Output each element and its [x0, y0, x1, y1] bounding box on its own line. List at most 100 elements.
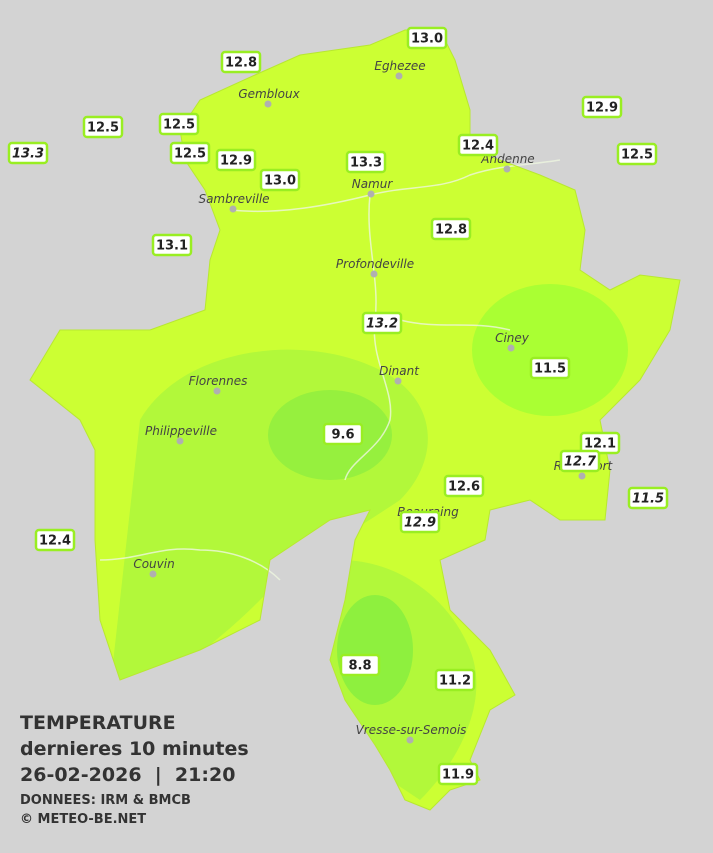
place-name: Profondeville [336, 257, 414, 271]
station: 12.9 [581, 95, 623, 119]
station-value: 13.3 [350, 156, 382, 171]
station-box [361, 311, 403, 335]
station-box [34, 528, 76, 552]
caption-copyright: © METEO-BE.NET [20, 812, 146, 827]
caption-subtitle: dernieres 10 minutes [20, 738, 249, 760]
place-dot [406, 736, 414, 744]
place-name: Ciney [495, 331, 530, 345]
rivers [99, 159, 561, 581]
station-value: 12.4 [462, 139, 494, 154]
caption-title: TEMPERATURE [20, 712, 176, 734]
station-value: 11.5 [534, 362, 566, 377]
station: 12.8 [430, 217, 472, 241]
station: 11.5 [627, 486, 669, 510]
station-value: 8.8 [348, 659, 371, 674]
station-box [345, 150, 387, 174]
station-box [215, 148, 257, 172]
station: 13.3 [7, 141, 49, 165]
place-name: Eghezee [374, 59, 425, 73]
place-name: Philippeville [145, 424, 217, 438]
place-dot [213, 387, 221, 395]
station-box [437, 762, 479, 786]
place-dot [367, 190, 375, 198]
station-value: 9.6 [331, 428, 354, 443]
station: 8.8 [339, 653, 381, 677]
station: 13.1 [151, 233, 193, 257]
stations: 13.0 12.8 12.9 12.5 12.5 13.3 12.5 12.9 12.4 12.5… [7, 26, 669, 786]
station-box [627, 486, 669, 510]
place-name: Couvin [133, 557, 174, 571]
station-value: 13.0 [264, 174, 296, 189]
station: 13.0 [406, 26, 448, 50]
station: 12.9 [215, 148, 257, 172]
station-box [559, 449, 601, 473]
station-box [339, 653, 381, 677]
place-dot [578, 472, 586, 480]
station-box [457, 133, 499, 157]
station: 13.2 [361, 311, 403, 335]
station-value: 11.2 [439, 674, 471, 689]
station: 12.5 [82, 115, 124, 139]
station-box [259, 168, 301, 192]
station-box [443, 474, 485, 498]
caption: TEMPERATURE dernieres 10 minutes 26-02-2… [20, 712, 249, 827]
station: 11.5 [529, 356, 571, 380]
station-box [169, 141, 211, 165]
place-name: Gembloux [238, 87, 300, 101]
station-box [581, 95, 623, 119]
caption-datetime: 26-02-2026 | 21:20 [20, 764, 235, 786]
station-box [529, 356, 571, 380]
place-name: Florennes [189, 374, 248, 388]
place-dot [264, 100, 272, 108]
station: 12.4 [457, 133, 499, 157]
place-dot [229, 205, 237, 213]
place-dot [395, 72, 403, 80]
place-name: Vresse-sur-Semois [356, 723, 467, 737]
station-value: 11.9 [442, 768, 474, 783]
station: 12.1 [579, 431, 621, 455]
station-value: 12.9 [220, 154, 252, 169]
station-box [406, 26, 448, 50]
station-box [158, 112, 200, 136]
station-box [7, 141, 49, 165]
station: 12.7 [559, 449, 601, 473]
station: 9.6 [322, 422, 364, 446]
station-value: 13.0 [411, 32, 443, 47]
station-value: 13.1 [156, 239, 188, 254]
station-box [430, 217, 472, 241]
station-box [434, 668, 476, 692]
station-value: 12.8 [435, 223, 467, 238]
station-value: 13.2 [366, 317, 398, 332]
station: 12.4 [34, 528, 76, 552]
station: 11.9 [437, 762, 479, 786]
station-value: 11.5 [632, 492, 664, 507]
station: 12.5 [616, 142, 658, 166]
places: EghezeeGemblouxAndenneNamurSambrevillePr… [133, 59, 614, 744]
station-value: 12.6 [448, 480, 480, 495]
station: 12.8 [220, 50, 262, 74]
station: 12.5 [169, 141, 211, 165]
place-name: Dinant [379, 364, 420, 378]
station-value: 12.7 [564, 455, 597, 470]
station-value: 12.9 [586, 101, 618, 116]
station: 12.9 [399, 510, 441, 534]
station-box [220, 50, 262, 74]
station: 13.0 [259, 168, 301, 192]
station-box [399, 510, 441, 534]
station: 11.2 [434, 668, 476, 692]
station-value: 12.8 [225, 56, 257, 71]
station: 12.6 [443, 474, 485, 498]
station: 13.3 [345, 150, 387, 174]
station: 12.5 [158, 112, 200, 136]
station-value: 12.5 [87, 121, 119, 136]
station-value: 12.1 [584, 437, 616, 452]
place-dot [507, 344, 515, 352]
station-value: 12.5 [163, 118, 195, 133]
place-name: Sambreville [198, 192, 269, 206]
station-value: 12.9 [404, 516, 436, 531]
place-dot [149, 570, 157, 578]
place-dot [176, 437, 184, 445]
place-name: Namur [352, 177, 394, 191]
place-dot [370, 270, 378, 278]
